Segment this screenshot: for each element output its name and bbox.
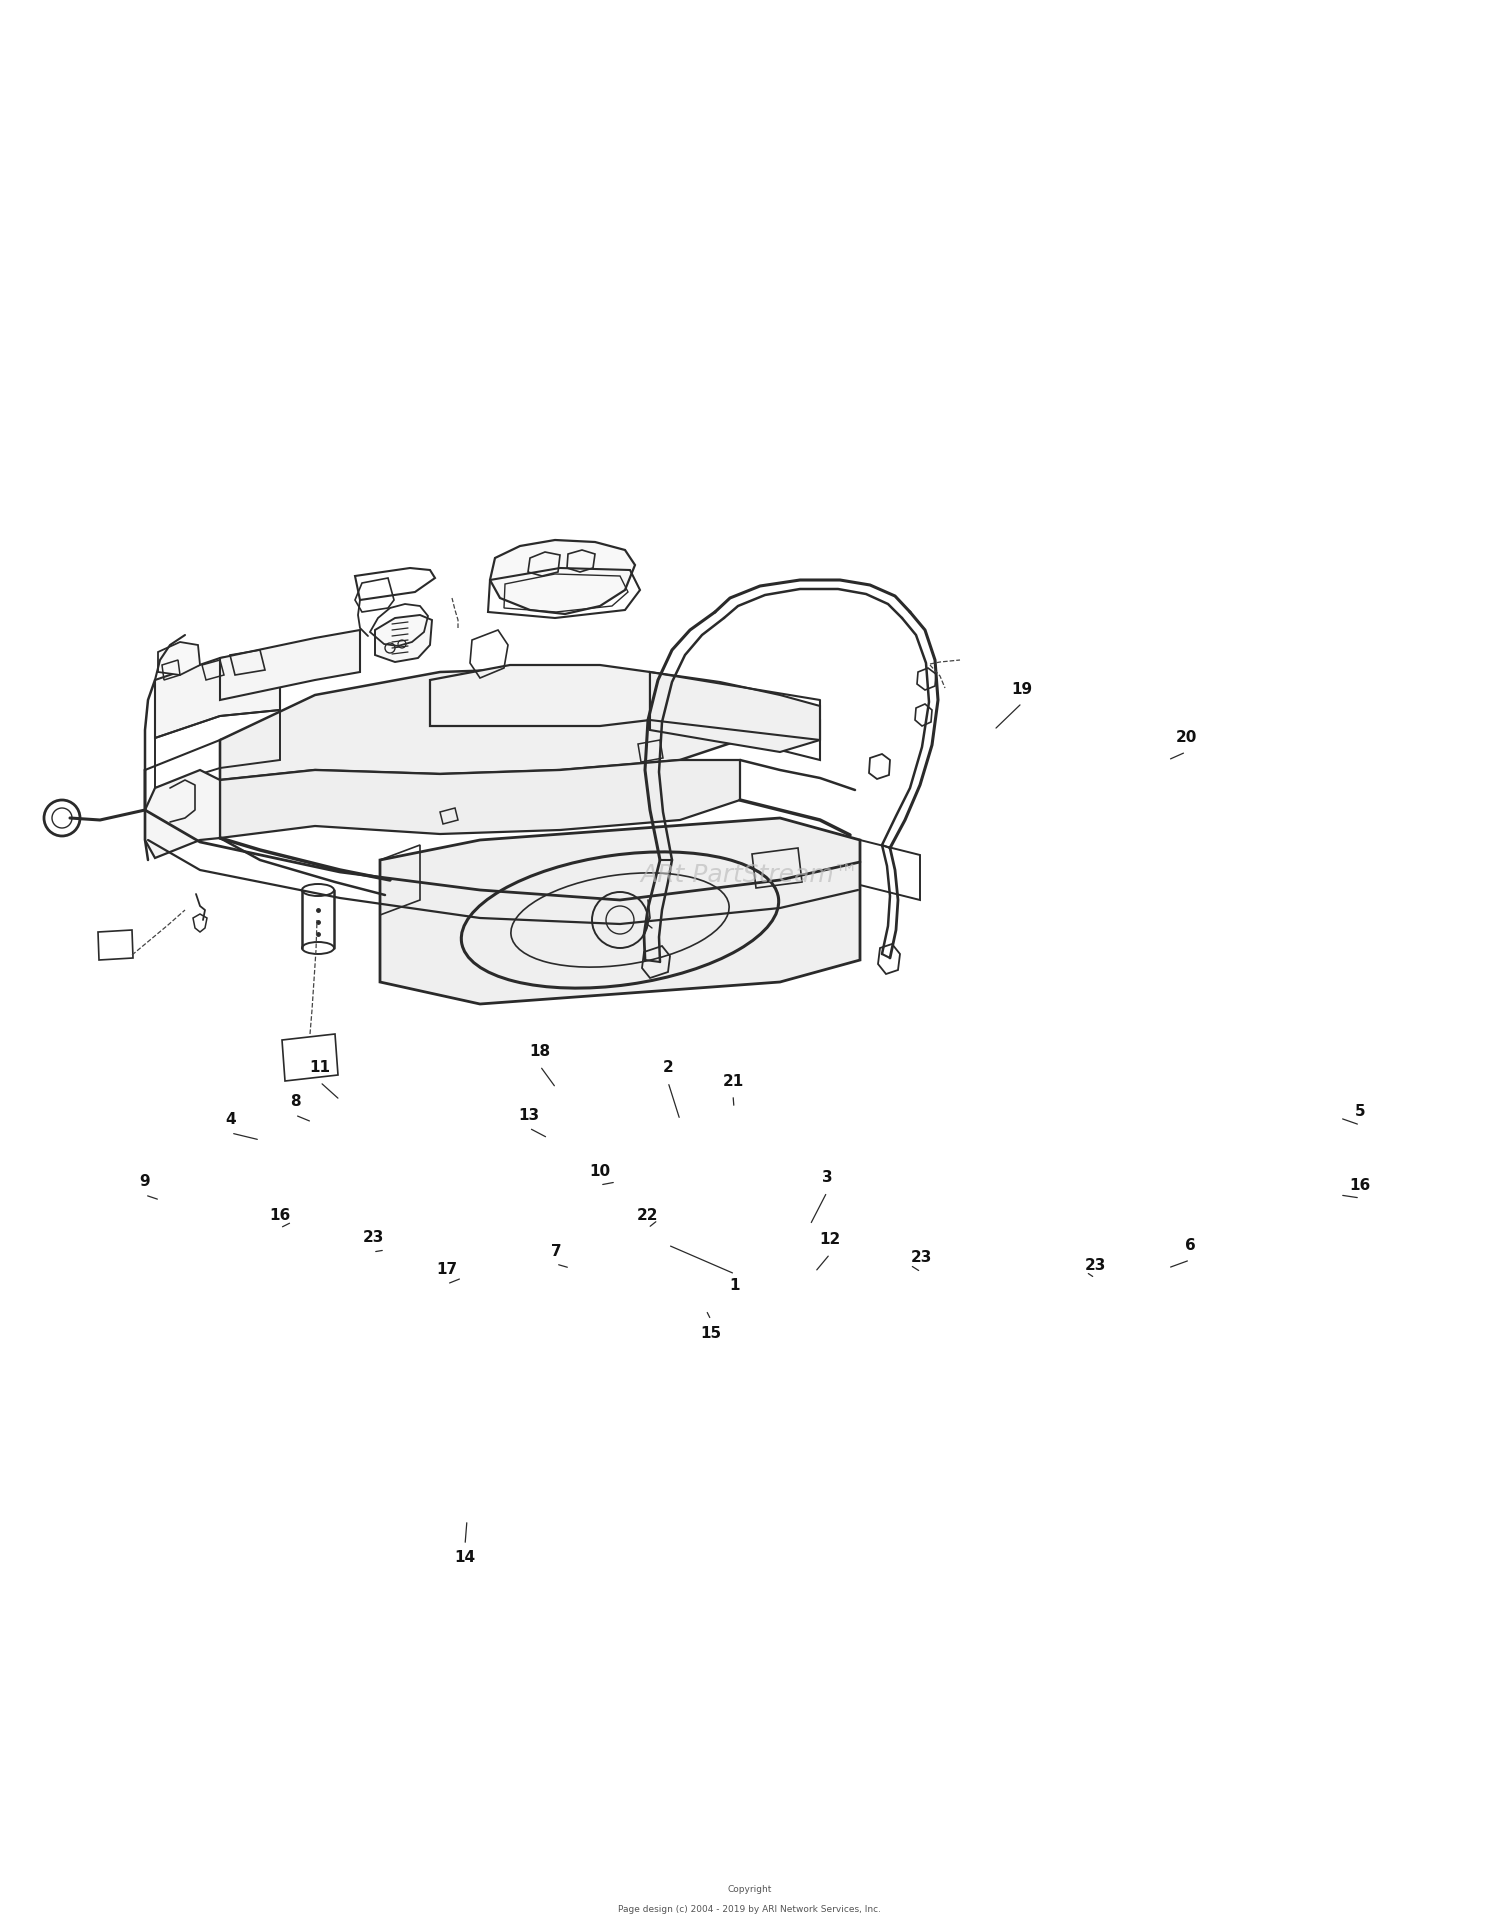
Text: 18: 18 — [530, 1044, 550, 1060]
Text: Page design (c) 2004 - 2019 by ARI Network Services, Inc.: Page design (c) 2004 - 2019 by ARI Netwo… — [618, 1906, 882, 1915]
Text: 7: 7 — [550, 1245, 561, 1260]
Text: 12: 12 — [819, 1233, 840, 1247]
Text: 20: 20 — [1176, 730, 1197, 746]
Polygon shape — [158, 642, 200, 674]
Text: 10: 10 — [590, 1164, 610, 1179]
Text: 22: 22 — [638, 1208, 658, 1222]
Polygon shape — [375, 615, 432, 663]
Text: 19: 19 — [1011, 682, 1032, 698]
Polygon shape — [650, 673, 820, 752]
Text: 15: 15 — [700, 1326, 721, 1341]
Polygon shape — [380, 817, 860, 1004]
Text: 21: 21 — [723, 1075, 744, 1089]
Polygon shape — [154, 651, 280, 738]
Text: 5: 5 — [1354, 1104, 1365, 1120]
Text: 8: 8 — [290, 1095, 300, 1110]
Polygon shape — [490, 540, 634, 615]
Text: 6: 6 — [1185, 1237, 1196, 1253]
Polygon shape — [220, 759, 740, 838]
Text: 16: 16 — [1350, 1177, 1371, 1193]
Text: 2: 2 — [663, 1060, 674, 1075]
Text: 17: 17 — [436, 1262, 457, 1278]
Text: 3: 3 — [822, 1170, 833, 1185]
Text: 16: 16 — [270, 1208, 291, 1222]
Text: 4: 4 — [225, 1112, 237, 1127]
Text: 23: 23 — [1084, 1258, 1106, 1272]
Text: 1: 1 — [729, 1278, 741, 1293]
Text: 9: 9 — [140, 1174, 150, 1189]
Polygon shape — [220, 669, 740, 780]
Polygon shape — [146, 771, 220, 858]
Polygon shape — [430, 665, 650, 726]
Text: 13: 13 — [519, 1108, 540, 1123]
Text: ARt PartStream™: ARt PartStream™ — [640, 863, 860, 886]
Text: Copyright: Copyright — [728, 1885, 772, 1894]
Polygon shape — [220, 630, 360, 700]
Text: 23: 23 — [910, 1251, 932, 1266]
Text: 23: 23 — [363, 1231, 384, 1245]
Text: 11: 11 — [309, 1060, 330, 1075]
Text: 14: 14 — [454, 1551, 476, 1565]
